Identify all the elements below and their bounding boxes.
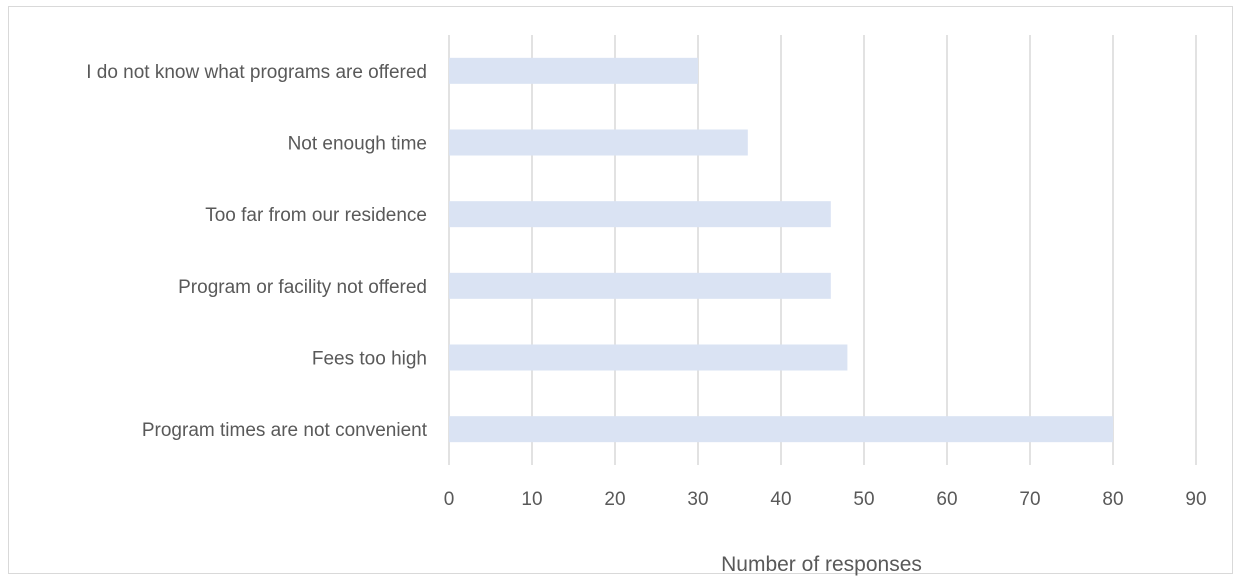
category-label: Program or facility not offered (178, 277, 427, 298)
category-label: Fees too high (312, 349, 427, 370)
x-tick-label: 30 (687, 489, 708, 510)
category-label: I do not know what programs are offered (86, 62, 427, 83)
bar (449, 416, 1113, 443)
x-tick-label: 20 (604, 489, 625, 510)
bar (449, 201, 831, 228)
bar (449, 57, 698, 84)
x-axis-ticks: 0 10 20 30 40 50 60 70 80 90 (444, 489, 1207, 510)
category-labels: I do not know what programs are offered N… (86, 62, 428, 441)
category-label: Not enough time (288, 134, 427, 155)
category-label: Program times are not convenient (142, 420, 428, 441)
category-label: Too far from our residence (205, 205, 427, 226)
bar (449, 272, 831, 299)
x-tick-label: 70 (1019, 489, 1040, 510)
bar (449, 129, 748, 156)
x-tick-label: 0 (444, 489, 455, 510)
bars (449, 57, 1113, 443)
gridlines (448, 35, 1197, 465)
x-tick-label: 10 (521, 489, 542, 510)
x-tick-label: 40 (770, 489, 791, 510)
x-axis-title: Number of responses (721, 553, 922, 576)
x-tick-label: 80 (1102, 489, 1123, 510)
x-tick-label: 50 (853, 489, 874, 510)
x-tick-label: 60 (936, 489, 957, 510)
x-tick-label: 90 (1185, 489, 1206, 510)
bar (449, 344, 848, 371)
